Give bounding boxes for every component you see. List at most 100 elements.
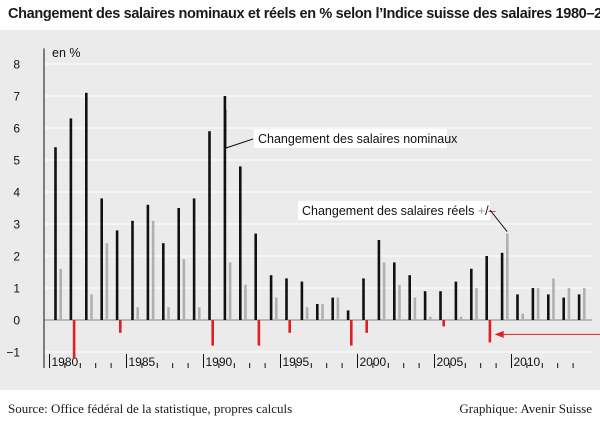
- arrow-head-icon: [494, 330, 504, 338]
- bar-nominal: [192, 198, 196, 320]
- bar-nominal: [346, 310, 350, 320]
- bar-real-positive: [90, 294, 93, 320]
- bar-real-positive: [382, 262, 386, 320]
- bar-nominal: [54, 147, 57, 320]
- bar-nominal: [547, 294, 550, 320]
- annotation-real-text: Changement des salaires réels: [302, 204, 478, 218]
- grid: [44, 63, 592, 353]
- leader-line-nominal: [225, 110, 254, 149]
- bar-real-positive: [336, 297, 340, 320]
- bar-nominal: [316, 304, 319, 320]
- bar-real-negative: [72, 320, 76, 359]
- bar-nominal: [485, 256, 488, 320]
- bar-real-positive: [198, 307, 201, 320]
- bar-nominal: [531, 288, 535, 320]
- sign-separator: /: [485, 204, 489, 218]
- x-tick-label: 1990: [206, 355, 233, 369]
- y-tick-label: 7: [13, 90, 20, 104]
- y-tick-label: 6: [13, 122, 20, 136]
- y-tick-label: 4: [13, 186, 20, 200]
- y-axis-label: en %: [52, 46, 81, 60]
- bar-real-positive: [244, 284, 247, 320]
- y-tick-label: 8: [13, 58, 20, 72]
- bar-real-positive: [475, 288, 478, 320]
- bar-real-positive: [321, 304, 324, 320]
- bar-real-negative: [288, 320, 291, 333]
- leader-line-real: [489, 209, 508, 232]
- bar-nominal: [269, 275, 273, 320]
- bar-real-positive: [506, 233, 509, 320]
- chart-area: −1 0 1 2 3 4 5 6 7 8 en % 1980 1985 1990 1995 2000 2005 2…: [0, 30, 600, 390]
- bar-real-negative: [365, 320, 368, 333]
- bar-real-positive: [583, 288, 586, 320]
- x-tick-label: 1985: [129, 355, 156, 369]
- bar-real-negative: [350, 320, 353, 346]
- bar-nominal: [131, 220, 134, 320]
- bar-nominal: [223, 96, 227, 320]
- bar-nominal: [470, 268, 473, 320]
- y-tick-label: 1: [13, 282, 20, 296]
- chart-title: Changement des salaires nominaux et réel…: [8, 6, 600, 22]
- y-tick-label: 5: [13, 154, 20, 168]
- bar-real-positive: [151, 220, 155, 320]
- bar-real-positive: [59, 268, 62, 320]
- bar-nominal: [516, 294, 519, 320]
- bar-nominal: [300, 281, 304, 320]
- bar-real-positive: [105, 243, 109, 320]
- bar-real-positive: [136, 307, 139, 320]
- bar-nominal: [454, 281, 458, 320]
- wage-chart: −1 0 1 2 3 4 5 6 7 8 en % 1980 1985 1990 1995 2000 2005 2…: [6, 46, 600, 369]
- x-tick-label: 2005: [437, 355, 464, 369]
- bar-real-positive: [459, 316, 463, 320]
- credit-note: Graphique: Avenir Suisse: [459, 401, 592, 416]
- bar-nominal: [85, 92, 88, 320]
- x-tick-label: 2010: [514, 355, 541, 369]
- bar-real-positive: [567, 288, 571, 320]
- sign-minus: –: [489, 204, 496, 218]
- axes: −1 0 1 2 3 4 5 6 7 8 en % 1980 1985 1990 1995 2000 2005 2…: [6, 46, 574, 369]
- bar-real-positive: [182, 259, 186, 320]
- bar-nominal: [331, 297, 334, 320]
- y-tick-label: −1: [6, 346, 20, 360]
- bar-nominal: [393, 262, 396, 320]
- bar-real-positive: [429, 316, 432, 320]
- bar-real-positive: [305, 307, 309, 320]
- bar-real-positive: [228, 262, 232, 320]
- bars: [54, 92, 586, 359]
- bar-nominal: [254, 233, 257, 320]
- sign-plus: +: [478, 204, 485, 218]
- bar-real-negative: [442, 320, 445, 327]
- label-box-nominal: [254, 129, 447, 148]
- bar-nominal: [208, 131, 211, 320]
- bar-nominal: [577, 294, 581, 320]
- x-tick-label: 1995: [283, 355, 310, 369]
- bar-real-positive: [536, 288, 540, 320]
- y-tick-label: 0: [13, 314, 20, 328]
- bar-nominal: [423, 291, 427, 320]
- bar-nominal: [69, 118, 73, 321]
- bar-real-negative: [119, 320, 122, 333]
- bar-real-negative: [211, 320, 214, 346]
- annotations: Changement des salaires nominaux Changeme…: [225, 110, 600, 338]
- bar-nominal: [146, 204, 150, 320]
- annotation-nominal: Changement des salaires nominaux: [258, 132, 458, 146]
- bar-real-negative: [257, 320, 261, 346]
- bar-real-positive: [552, 278, 555, 320]
- y-tick-label: 3: [13, 218, 20, 232]
- bar-nominal: [408, 275, 411, 320]
- bar-nominal: [500, 252, 504, 320]
- bar-nominal: [362, 278, 365, 320]
- bar-real-positive: [275, 297, 278, 320]
- bar-real-positive: [521, 313, 524, 320]
- bar-nominal: [162, 243, 165, 320]
- bar-nominal: [562, 297, 565, 320]
- x-tick-label: 1980: [52, 355, 79, 369]
- bar-nominal: [100, 198, 103, 320]
- annotation-real: Changement des salaires réels +/–: [302, 204, 496, 218]
- bar-real-positive: [398, 284, 401, 320]
- bar-real-positive: [413, 297, 417, 320]
- bar-nominal: [439, 291, 442, 320]
- bar-nominal: [177, 208, 180, 320]
- x-tick-label: 2000: [360, 355, 387, 369]
- bar-nominal: [115, 230, 119, 320]
